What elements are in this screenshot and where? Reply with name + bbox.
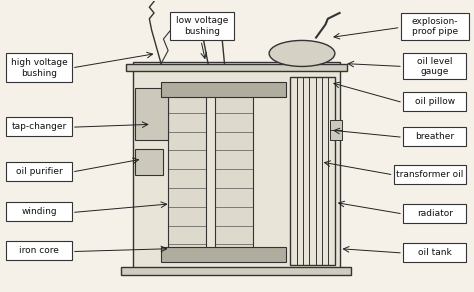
Bar (403, 243, 466, 262)
Bar (6, 241, 72, 260)
Bar (135, 149, 164, 175)
Bar (403, 127, 466, 146)
Bar (161, 82, 285, 97)
Bar (403, 53, 466, 79)
Bar (215, 88, 253, 250)
Bar (403, 204, 466, 223)
Text: winding: winding (21, 207, 57, 216)
Bar (126, 64, 346, 71)
Bar (168, 88, 206, 250)
Bar (6, 53, 72, 82)
Text: breather: breather (415, 132, 454, 141)
Text: radiator: radiator (417, 209, 453, 218)
Text: iron core: iron core (19, 246, 59, 255)
Bar (401, 13, 469, 40)
Bar (161, 247, 285, 262)
Bar (290, 77, 335, 265)
Bar (171, 11, 234, 40)
Text: low voltage
bushing: low voltage bushing (176, 16, 228, 36)
Text: oil pillow: oil pillow (415, 98, 455, 106)
Ellipse shape (269, 40, 335, 67)
Bar (403, 93, 466, 111)
Bar (121, 267, 351, 275)
Bar (330, 120, 342, 140)
Bar (393, 165, 466, 184)
Bar (133, 62, 339, 270)
Text: oil purifier: oil purifier (16, 167, 63, 176)
Text: transformer oil: transformer oil (396, 170, 464, 179)
Bar (135, 88, 168, 140)
Text: oil level
gauge: oil level gauge (417, 57, 452, 76)
Text: high voltage
bushing: high voltage bushing (10, 58, 67, 78)
Bar (6, 162, 72, 181)
Text: explosion-
proof pipe: explosion- proof pipe (411, 17, 458, 36)
Text: tap-changer: tap-changer (11, 122, 66, 131)
Text: oil tank: oil tank (418, 248, 452, 257)
Bar (6, 202, 72, 221)
Bar (6, 117, 72, 136)
